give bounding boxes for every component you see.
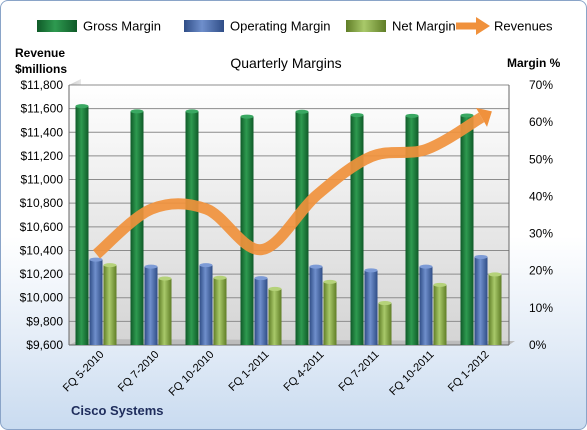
company-label: Cisco Systems [71,403,164,418]
chart-title: Quarterly Margins [230,55,341,71]
y-right-tick-label: 10% [529,301,553,315]
bar-operating-margin-top [254,276,268,281]
plot-floor [69,339,515,345]
y-right-tick-label: 30% [529,227,553,241]
y-right-tick-label: 50% [529,152,553,166]
x-tick-label: FQ 10-2010 [167,349,217,399]
bar-operating-margin [89,259,103,345]
bar-operating-margin [364,270,378,345]
bar-net-margin [433,284,447,345]
y-left-tick-label: $9,800 [26,314,63,328]
bar-operating-margin [419,266,433,345]
y-left-tick-label: $11,400 [21,125,64,139]
x-tick-label: FQ 7-2011 [337,349,382,394]
x-tick-label: FQ 5-2010 [61,349,107,395]
y-left-tick-label: $10,400 [20,243,64,257]
x-tick-label: FQ 7-2010 [116,349,162,395]
bar-gross-margin-top [130,109,144,114]
bar-operating-margin-top [419,264,433,269]
y-right-tick-label: 0% [529,338,547,352]
bar-net-margin-top [323,279,337,284]
y-left-tick-label: $11,600 [21,102,64,116]
y-right-tick-label: 60% [529,115,553,129]
bar-gross-margin-top [75,104,89,109]
bar-operating-margin [474,256,488,345]
y-left-tick-label: $10,800 [20,196,64,210]
legend-swatch [184,20,224,32]
bar-operating-margin-top [89,257,103,262]
y-left-tick-label: $10,200 [20,267,64,281]
bar-gross-margin-top [295,109,309,114]
y-right-tick-label: 40% [529,189,553,203]
bar-operating-margin [309,266,323,345]
bar-operating-margin [254,278,268,345]
bar-net-margin [268,288,282,345]
bar-net-margin-top [433,282,447,287]
y-left-tick-label: $11,800 [21,78,64,92]
bar-net-margin [213,277,227,345]
bar-gross-margin-top [350,113,364,118]
bar-gross-margin [405,115,419,345]
bar-net-margin-top [158,276,172,281]
y-right-tick-label: 70% [529,78,553,92]
bar-gross-margin-top [240,114,254,119]
x-tick-label: FQ 1-2011 [227,349,272,394]
y-left-tick-label: $10,600 [20,220,64,234]
y-left-axis-label-line1: Revenue [15,46,65,60]
x-tick-label: FQ 1-2012 [446,349,492,395]
legend-label: Operating Margin [230,19,330,34]
y-left-tick-label: $10,000 [20,291,64,305]
legend-swatch [37,20,77,32]
x-tick-label: FQ 10-2011 [387,349,436,398]
bar-gross-margin [295,111,309,345]
bar-operating-margin [199,265,213,345]
revenue-line [92,112,485,259]
bar-operating-margin-top [199,263,213,268]
y-left-tick-label: $11,200 [21,149,64,163]
y-right-tick-label: 20% [529,264,553,278]
y-left-tick-label: $9,600 [26,338,63,352]
bar-gross-margin-top [460,113,474,118]
x-tick-label: FQ 4-2011 [282,349,327,394]
bar-gross-margin [130,111,144,345]
legend-label: Net Margin [392,19,456,34]
bar-net-margin-top [268,286,282,291]
bar-net-margin-top [213,275,227,280]
bar-gross-margin-top [405,113,419,118]
bar-operating-margin [144,266,158,345]
y-left-tick-label: $11,000 [21,173,64,187]
bar-operating-margin-top [364,268,378,273]
bar-gross-margin-top [185,109,199,114]
bar-net-margin [323,281,337,345]
y-left-axis-label-line2: $millions [15,62,67,76]
bar-net-margin-top [488,272,502,277]
y-right-axis-label: Margin % [507,56,561,70]
bar-gross-margin [460,115,474,345]
bar-gross-margin [350,115,364,345]
bar-net-margin [488,274,502,345]
legend-label: Revenues [494,19,553,34]
bar-net-margin-top [378,301,392,306]
legend-swatch [346,20,386,32]
bar-net-margin [378,303,392,345]
bar-operating-margin-top [309,264,323,269]
revenue-line-arrowhead [475,107,492,127]
legend-arrow-icon [476,17,490,35]
bar-operating-margin-top [474,254,488,259]
bar-net-margin [158,278,172,345]
bar-gross-margin [75,106,89,346]
bar-operating-margin-top [144,264,158,269]
legend-label: Gross Margin [83,19,161,34]
bar-net-margin [103,265,117,345]
bar-net-margin-top [103,263,117,268]
bar-gross-margin [185,111,199,345]
bar-gross-margin [240,116,254,345]
